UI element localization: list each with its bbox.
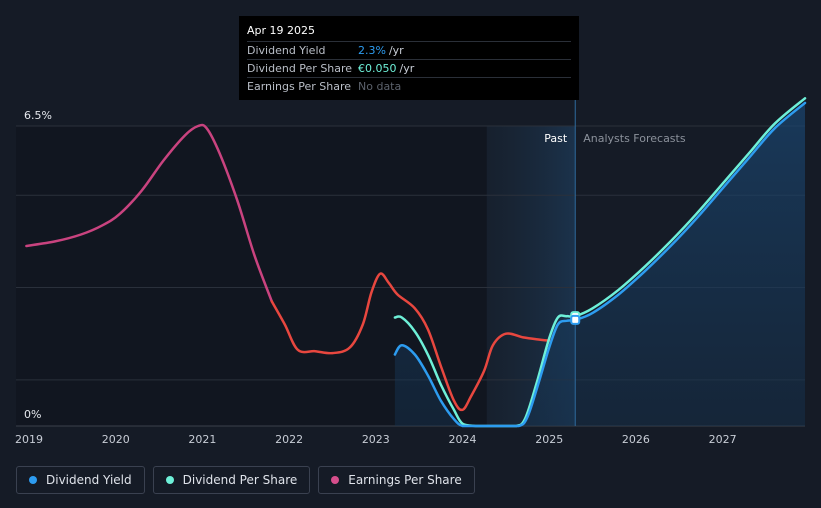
legend-label: Dividend Per Share [182, 473, 298, 487]
tooltip-value: €0.050 [358, 62, 397, 75]
tooltip-label: Dividend Yield [247, 44, 326, 57]
tooltip-value: No data [358, 80, 402, 93]
y-top-label: 6.5% [24, 109, 52, 122]
legend-dividend-per-share[interactable]: Dividend Per Share [152, 466, 311, 494]
legend-label: Earnings Per Share [348, 473, 462, 487]
dividend-yield-line [393, 101, 807, 428]
x-tick-label: 2026 [622, 433, 650, 446]
y-bottom-label: 0% [24, 408, 41, 421]
tooltip-label: Dividend Per Share [247, 62, 353, 75]
tooltip-label: Earnings Per Share [247, 80, 352, 93]
axis-labels: 6.5% 0% 2019 2020 2021 2022 2023 2024 2025 2026 20… [15, 109, 737, 446]
eps-line-early [25, 123, 274, 303]
tooltip-value: 2.3% [358, 44, 386, 57]
forecast-label: Analysts Forecasts [583, 132, 686, 145]
tooltip-unit: /yr [399, 62, 415, 75]
series-lines [25, 97, 807, 428]
dividend-per-share-line [393, 97, 807, 428]
x-tick-label: 2023 [362, 433, 390, 446]
x-tick-label: 2020 [102, 433, 130, 446]
legend-label: Dividend Yield [46, 473, 132, 487]
tooltip: Apr 19 2025 Dividend Yield 2.3%/yr Divid… [239, 16, 579, 100]
legend-dot-icon [331, 476, 340, 484]
tooltip-row-earnings-per-share: Earnings Per Share No data [247, 77, 571, 95]
eps-line-late [270, 272, 551, 412]
area-fills [394, 102, 805, 427]
x-tick-label: 2022 [275, 433, 303, 446]
x-tick-label: 2027 [709, 433, 737, 446]
x-tick-label: 2025 [535, 433, 563, 446]
past-label: Past [544, 132, 568, 145]
current-markers [570, 311, 581, 325]
legend-dot-icon [29, 476, 37, 484]
tooltip-date: Apr 19 2025 [247, 24, 316, 37]
dividend-yield-area [394, 102, 805, 427]
tooltip-row-dividend-per-share: Dividend Per Share €0.050/yr [247, 59, 571, 77]
x-tick-label: 2019 [15, 433, 43, 446]
legend-dot-icon [165, 476, 174, 484]
legend-dividend-yield[interactable]: Dividend Yield [16, 466, 145, 494]
yield-current-marker [570, 314, 581, 325]
x-tick-label: 2024 [449, 433, 477, 446]
legend: Dividend Yield Dividend Per Share Earnin… [16, 466, 475, 494]
x-tick-label: 2021 [188, 433, 216, 446]
legend-earnings-per-share[interactable]: Earnings Per Share [318, 466, 475, 494]
tooltip-row-dividend-yield: Dividend Yield 2.3%/yr [247, 41, 571, 59]
tooltip-unit: /yr [388, 44, 404, 57]
